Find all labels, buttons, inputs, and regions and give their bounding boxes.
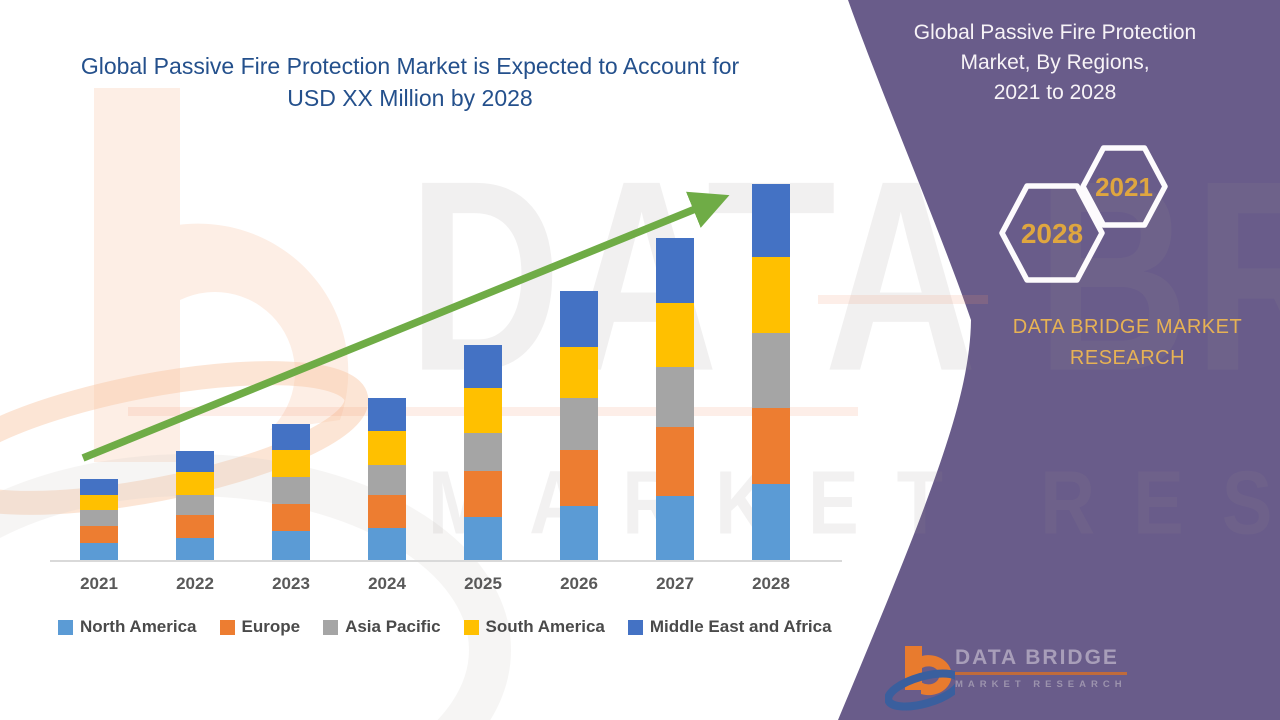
- bar-segment-2024-europe: [368, 495, 406, 528]
- bar-segment-2024-middle-east-and-africa: [368, 398, 406, 431]
- side-panel-title-line2: Market, By Regions,: [960, 51, 1150, 74]
- bar-segment-2022-middle-east-and-africa: [176, 451, 214, 472]
- bar-segment-2025-asia-pacific: [464, 433, 502, 471]
- bar-segment-2023-north-america: [272, 531, 310, 560]
- chart-title: Global Passive Fire Protection Market is…: [80, 53, 740, 111]
- bar-segment-2024-north-america: [368, 528, 406, 560]
- x-tick-label-2027: 2027: [656, 574, 694, 593]
- bar-segment-2025-north-america: [464, 517, 502, 560]
- bar-segment-2027-south-america: [656, 303, 694, 367]
- bar-segment-2028-south-america: [752, 257, 790, 333]
- x-tick-label-2025: 2025: [464, 574, 502, 593]
- side-panel-background: [838, 0, 1280, 720]
- bar-segment-2022-asia-pacific: [176, 495, 214, 515]
- bar-segment-2028-north-america: [752, 484, 790, 560]
- company-logo: DATA BRIDGE MARKET RESEARCH: [885, 638, 1165, 713]
- bar-segment-2027-north-america: [656, 496, 694, 560]
- bar-segment-2021-europe: [80, 526, 118, 543]
- year-badges: 2028 2021: [999, 145, 1168, 283]
- legend-label: Middle East and Africa: [649, 617, 832, 636]
- logo-name-text: DATA BRIDGE: [955, 646, 1127, 675]
- bar-segment-2021-south-america: [80, 495, 118, 510]
- bar-segment-2022-north-america: [176, 538, 214, 560]
- bar-segment-2028-asia-pacific: [752, 333, 790, 408]
- bar-segment-2023-europe: [272, 504, 310, 531]
- bar-segment-2021-north-america: [80, 543, 118, 560]
- bar-segment-2026-south-america: [560, 347, 598, 398]
- bar-segment-2026-middle-east-and-africa: [560, 291, 598, 347]
- bar-segment-2026-north-america: [560, 506, 598, 560]
- legend-swatch: [627, 619, 643, 635]
- bar-segment-2026-asia-pacific: [560, 398, 598, 450]
- bar-segment-2027-middle-east-and-africa: [656, 238, 694, 303]
- bar-segment-2026-europe: [560, 450, 598, 506]
- bar-segment-2025-europe: [464, 471, 502, 517]
- x-tick-label-2021: 2021: [80, 574, 118, 593]
- bar-segment-2023-middle-east-and-africa: [272, 424, 310, 450]
- brand-name-text: DATA BRIDGE MARKET RESEARCH: [1012, 316, 1243, 369]
- x-tick-label-2024: 2024: [368, 574, 406, 593]
- hexagon-2028-badge: [999, 183, 1105, 283]
- x-axis-line: [50, 560, 842, 562]
- legend-item-europe: Europe: [219, 617, 301, 637]
- bar-segment-2027-asia-pacific: [656, 367, 694, 427]
- legend-item-asia-pacific: Asia Pacific: [323, 617, 441, 637]
- watermark-underline-band: [818, 295, 988, 304]
- legend-swatch: [323, 619, 339, 635]
- logo-tagline-text: MARKET RESEARCH: [955, 679, 1127, 690]
- badge-year-2021: 2021: [1095, 172, 1153, 202]
- badge-year-2028: 2028: [1021, 218, 1083, 249]
- legend-swatch: [463, 619, 479, 635]
- bar-segment-2028-europe: [752, 408, 790, 484]
- bar-segment-2025-middle-east-and-africa: [464, 345, 502, 388]
- side-panel-title: Global Passive Fire Protection Market, B…: [880, 18, 1230, 108]
- legend-item-middle-east-and-africa: Middle East and Africa: [627, 617, 832, 637]
- x-tick-label-2026: 2026: [560, 574, 598, 593]
- company-logo-mark: [885, 646, 955, 711]
- bar-segment-2021-asia-pacific: [80, 510, 118, 526]
- bar-segment-2025-south-america: [464, 388, 502, 433]
- x-tick-label-2022: 2022: [176, 574, 214, 593]
- bar-segment-2028-middle-east-and-africa: [752, 184, 790, 257]
- bar-segment-2021-middle-east-and-africa: [80, 479, 118, 495]
- side-panel-title-line3: 2021 to 2028: [993, 81, 1117, 104]
- legend-label: South America: [485, 617, 605, 636]
- bar-segment-2022-south-america: [176, 472, 214, 495]
- bar-segment-2023-asia-pacific: [272, 477, 310, 504]
- side-panel-title-line1: Global Passive Fire Protection: [913, 21, 1197, 44]
- legend-swatch: [219, 619, 235, 635]
- bar-segment-2024-asia-pacific: [368, 465, 406, 495]
- legend-label: Europe: [241, 617, 301, 636]
- hexagon-2021-badge: [1080, 145, 1168, 228]
- chart-legend: North America Europe Asia Pacific South Ame…: [58, 617, 832, 637]
- bar-segment-2023-south-america: [272, 450, 310, 477]
- legend-item-north-america: North America: [58, 617, 197, 637]
- bar-segment-2024-south-america: [368, 431, 406, 465]
- legend-label: Asia Pacific: [345, 617, 441, 636]
- x-tick-label-2023: 2023: [272, 574, 310, 593]
- bar-segment-2022-europe: [176, 515, 214, 538]
- legend-swatch: [58, 619, 73, 635]
- legend-label: North America: [80, 617, 197, 636]
- x-tick-label-2028: 2028: [752, 574, 790, 593]
- bar-segment-2027-europe: [656, 427, 694, 496]
- legend-item-south-america: South America: [463, 617, 605, 637]
